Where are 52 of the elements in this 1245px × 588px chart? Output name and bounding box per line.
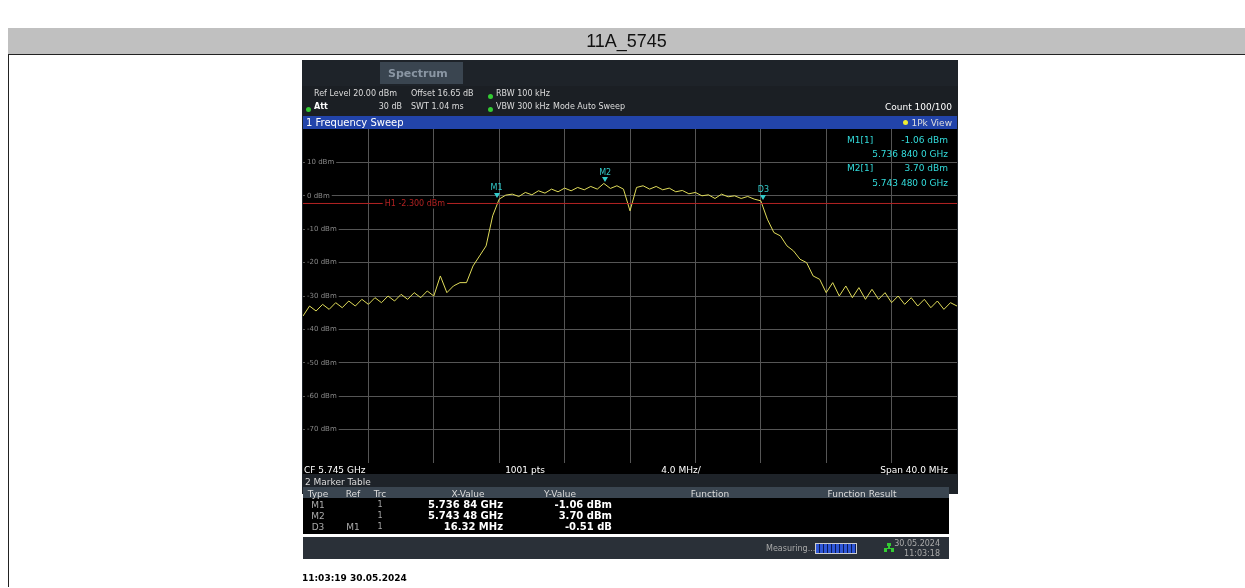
text: -0.51 dB <box>564 520 612 533</box>
annotation: M2 <box>599 167 612 177</box>
text: 11:03:18 <box>904 548 940 559</box>
text: RBW 100 kHz <box>496 88 550 99</box>
text: 1001 pts <box>505 464 545 476</box>
chart-subtitle: 1 Frequency Sweep <box>306 116 404 129</box>
text: 1 <box>377 499 383 510</box>
annotation: D3 <box>757 185 770 195</box>
text: 1Pk View <box>911 117 952 129</box>
text: M1 <box>346 521 360 533</box>
text: M1 <box>311 499 325 511</box>
text: 4.0 MHz/ <box>661 464 701 476</box>
text: 30 dB <box>378 101 402 112</box>
text: Ref <box>345 488 361 500</box>
text: 11:03:19 30.05.2024 <box>302 572 407 584</box>
chart-title: 11A_5745 <box>8 28 1245 55</box>
ref-line-label: H1 -2.300 dBm <box>384 198 446 208</box>
text: Mode Auto Sweep <box>553 101 625 112</box>
text: SWT 1.04 ms <box>411 101 464 112</box>
text: Y-Value <box>544 488 576 500</box>
text: Measuring... <box>766 543 816 554</box>
text: Function <box>690 488 730 500</box>
text: Trc <box>373 488 387 500</box>
annotation: 5.736 840 0 GHz <box>872 148 948 160</box>
text: 1 <box>377 521 383 532</box>
annotation: 3.70 dBm <box>904 162 948 174</box>
annotation: M1 <box>490 183 503 193</box>
text: 5.743 48 GHz <box>428 509 503 522</box>
text: Offset 16.65 dB <box>411 88 474 99</box>
text: M2 <box>311 510 325 522</box>
annotation: -1.06 dBm <box>901 134 948 146</box>
text: 1 <box>377 510 383 521</box>
text: VBW 300 kHz <box>496 101 550 112</box>
text: X-Value <box>451 488 485 500</box>
text: CF 5.745 GHz <box>304 464 366 476</box>
text: Count 100/100 <box>885 101 952 113</box>
text: D3 <box>311 521 325 533</box>
text: Type <box>307 488 329 500</box>
annotation: 5.743 480 0 GHz <box>872 177 948 189</box>
text: Att <box>314 101 328 112</box>
text: Spectrum <box>388 67 448 81</box>
text: -1.06 dBm <box>554 498 612 511</box>
text: Function Result <box>827 488 897 500</box>
text: 5.736 84 GHz <box>428 498 503 511</box>
text: 3.70 dBm <box>558 509 612 522</box>
annotation: M1[1] <box>847 134 874 146</box>
annotation: M2[1] <box>847 162 874 174</box>
text: Span 40.0 MHz <box>880 464 948 476</box>
text: 16.32 MHz <box>443 520 503 533</box>
text: 2 Marker Table <box>305 476 371 488</box>
text: 30.05.2024 <box>894 538 940 549</box>
text: Ref Level 20.00 dBm <box>314 88 397 99</box>
